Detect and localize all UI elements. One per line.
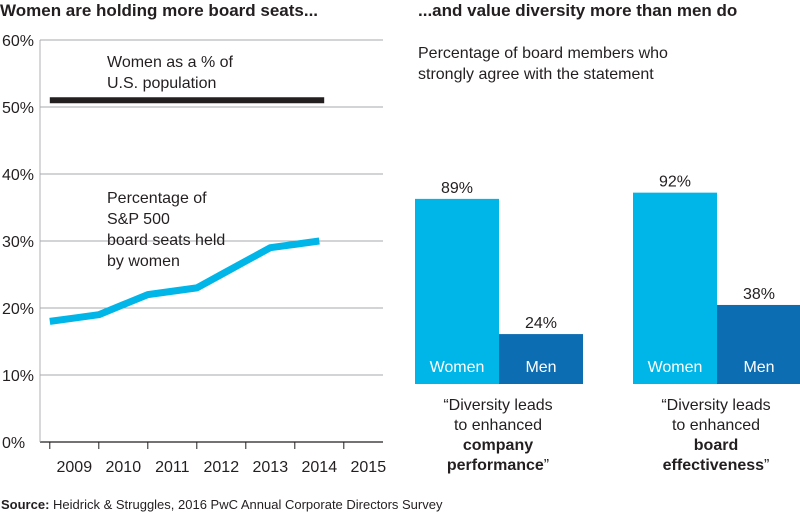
caption-emphasis: effectiveness [662, 457, 765, 474]
population-annotation-line: Women as a % of [107, 54, 233, 71]
bar-value-label: 89% [441, 180, 473, 197]
line-chart: 0% 10% 20% 30% 40% 50% 60% 2009 2010 2011 2012 2013… [2, 33, 387, 476]
y-tick-label: 50% [2, 100, 34, 117]
bar-chart: 89% Women 24% Men 92% Women 38% Men [415, 174, 800, 384]
board-seats-annotation-line: board seats held [107, 232, 226, 249]
caption-emphasis: board [693, 437, 739, 454]
bar-category-label: Women [648, 359, 703, 376]
x-tick-label: 2012 [204, 459, 240, 476]
bar-value-label: 38% [743, 286, 775, 303]
source-note: Source: Heidrick & Struggles, 2016 PwC A… [1, 497, 442, 512]
source-text: Heidrick & Struggles, 2016 PwC Annual Co… [49, 497, 443, 512]
caption-emphasis: performance [446, 457, 544, 474]
x-tick-label: 2010 [106, 459, 142, 476]
caption-line: to enhanced [671, 417, 761, 434]
source-label: Source: [1, 497, 50, 512]
bar-value-label: 24% [525, 315, 557, 332]
population-annotation: Women as a % of U.S. population [107, 52, 233, 94]
bar-category-label: Women [430, 359, 485, 376]
caption-close-quote: ” [764, 457, 770, 474]
x-tick-label: 2011 [155, 459, 190, 476]
bar-women [633, 192, 717, 384]
board-seats-annotation-line: Percentage of [107, 190, 207, 207]
left-chart-title: Women are holding more board seats... [0, 1, 319, 20]
bar-chart-subtitle-line: strongly agree with the statement [418, 66, 654, 83]
y-tick-label: 30% [2, 234, 34, 251]
bar-chart-subtitle-line: Percentage of board members who [418, 45, 668, 62]
x-tick-label: 2013 [253, 459, 289, 476]
y-tick-label: 60% [2, 33, 34, 50]
bar-women [415, 198, 499, 384]
bar-value-label: 92% [659, 174, 691, 191]
x-tick-label: 2014 [302, 459, 338, 476]
bar-chart-subtitle: Percentage of board members who strongly… [418, 43, 668, 85]
bar-category-label: Men [525, 359, 556, 376]
caption-line: “Diversity leads [443, 397, 553, 414]
y-tick-label: 40% [2, 167, 34, 184]
board-seats-annotation-line: S&P 500 [107, 211, 170, 228]
board-seats-annotation: Percentage of S&P 500 board seats held b… [107, 188, 225, 272]
population-annotation-line: U.S. population [107, 75, 217, 92]
statement-caption-effectiveness: “Diversity leads to enhanced board effec… [616, 396, 800, 476]
bar-men [717, 304, 800, 384]
bar-men [499, 334, 583, 384]
caption-line: to enhanced [453, 417, 543, 434]
statement-caption-performance: “Diversity leads to enhanced company per… [398, 396, 598, 476]
y-tick-label: 0% [2, 435, 25, 452]
y-tick-label: 10% [2, 368, 34, 385]
right-chart-title: ...and value diversity more than men do [418, 1, 738, 20]
caption-emphasis: company [462, 437, 534, 454]
caption-line: “Diversity leads [661, 397, 771, 414]
x-tick-label: 2009 [57, 459, 93, 476]
caption-close-quote: ” [543, 457, 550, 474]
bar-category-label: Men [743, 359, 774, 376]
board-seats-annotation-line: by women [107, 253, 180, 270]
x-tick-label: 2015 [351, 459, 387, 476]
y-tick-label: 20% [2, 301, 34, 318]
board-seats-series-line [49, 237, 320, 325]
